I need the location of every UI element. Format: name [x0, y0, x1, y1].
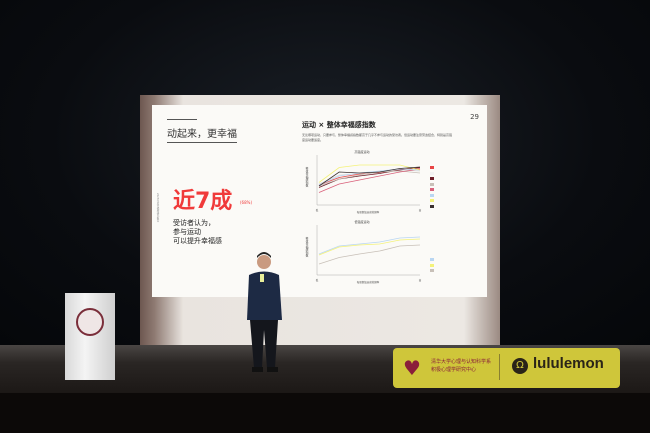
x-tick: 高: [419, 278, 422, 282]
legend-item: [430, 268, 434, 274]
x-axis-label: 每周参加运动的频率: [357, 280, 380, 284]
series-line: [318, 166, 421, 187]
series-line: [318, 164, 421, 183]
subtext: 受访者认为， 参与运动 可以提升幸福感: [173, 219, 222, 246]
legend-swatch: [430, 199, 434, 203]
legend-item: [430, 176, 434, 182]
legend-low: [430, 257, 434, 274]
legend-item: [430, 204, 434, 210]
legend-swatch: [430, 193, 434, 197]
legend-item: [430, 171, 434, 177]
university-seal: [76, 308, 104, 336]
legend-swatch: [430, 263, 434, 267]
stage-edge: [0, 393, 650, 433]
legend-swatch: [430, 188, 434, 192]
legend-swatch: [430, 204, 434, 208]
legend-item: [430, 257, 434, 263]
series-line: [318, 236, 421, 255]
speaker: [247, 252, 282, 372]
x-tick: 低: [316, 278, 319, 282]
org-line: 积极心理学研究中心: [431, 367, 477, 373]
legend-item: [430, 187, 434, 193]
legend-item: [430, 182, 434, 188]
x-tick: 高: [419, 208, 422, 212]
title-rule-bottom: [167, 142, 237, 143]
divider: [499, 354, 500, 380]
y-axis-label: 整体幸福感指数: [305, 236, 309, 257]
legend-swatch: [430, 269, 434, 273]
lululemon-logo-icon: Ω: [512, 358, 528, 374]
legend-item: [430, 263, 434, 269]
legend-swatch: [430, 177, 434, 181]
legend-swatch: [430, 258, 434, 262]
presentation-slide: 动起来，更幸福 2023年度幸福感研究报告 近7成 (68%) 受访者认为， 参…: [152, 105, 487, 297]
legend-high: [430, 165, 434, 209]
podium: [65, 293, 115, 380]
series-line: [318, 244, 421, 265]
headline-percent: (68%): [240, 200, 253, 205]
title-rule-top: [167, 119, 197, 120]
series-line: [318, 168, 421, 186]
brand-name: lululemon: [533, 355, 604, 372]
legend-swatch: [430, 182, 434, 186]
subtext-line: 受访者认为，: [173, 219, 215, 227]
subtext-line: 参与运动: [173, 228, 201, 236]
legend-item: [430, 193, 434, 199]
page-number: 29: [470, 113, 479, 121]
y-axis-label: 整体幸福感指数: [305, 166, 309, 187]
series-line: [318, 238, 421, 256]
legend-item: [430, 198, 434, 204]
chart-title: 低强度运动: [354, 219, 369, 224]
side-note: 2023年度幸福感研究报告: [156, 193, 159, 222]
heart-logo-icon: ♥: [403, 356, 421, 380]
chart-heading: 运动 × 整体幸福感指数: [302, 121, 376, 129]
series-line: [318, 168, 421, 193]
chart-description: 无论哪项运动，只要参与，整体幸福感指数都高于几乎不参与运动的受访者。但运动要注意…: [302, 133, 453, 142]
x-tick: 低: [316, 208, 319, 212]
legend-swatch: [430, 166, 434, 170]
legend-item: [430, 165, 434, 171]
x-axis-label: 每周参加运动的频率: [357, 210, 380, 214]
headline: 近7成: [173, 189, 233, 214]
org-line: 清华大学心理与认知科学系: [431, 359, 492, 365]
slide-title: 动起来，更幸福: [167, 129, 237, 140]
sponsor-banner: ♥ 清华大学心理与认知科学系 积极心理学研究中心 Ω lululemon: [393, 348, 620, 388]
subtext-line: 可以提升幸福感: [173, 237, 222, 245]
org-name: 清华大学心理与认知科学系 积极心理学研究中心: [431, 358, 491, 374]
legend-swatch: [430, 171, 434, 175]
chart-title: 高强度运动: [354, 149, 369, 154]
